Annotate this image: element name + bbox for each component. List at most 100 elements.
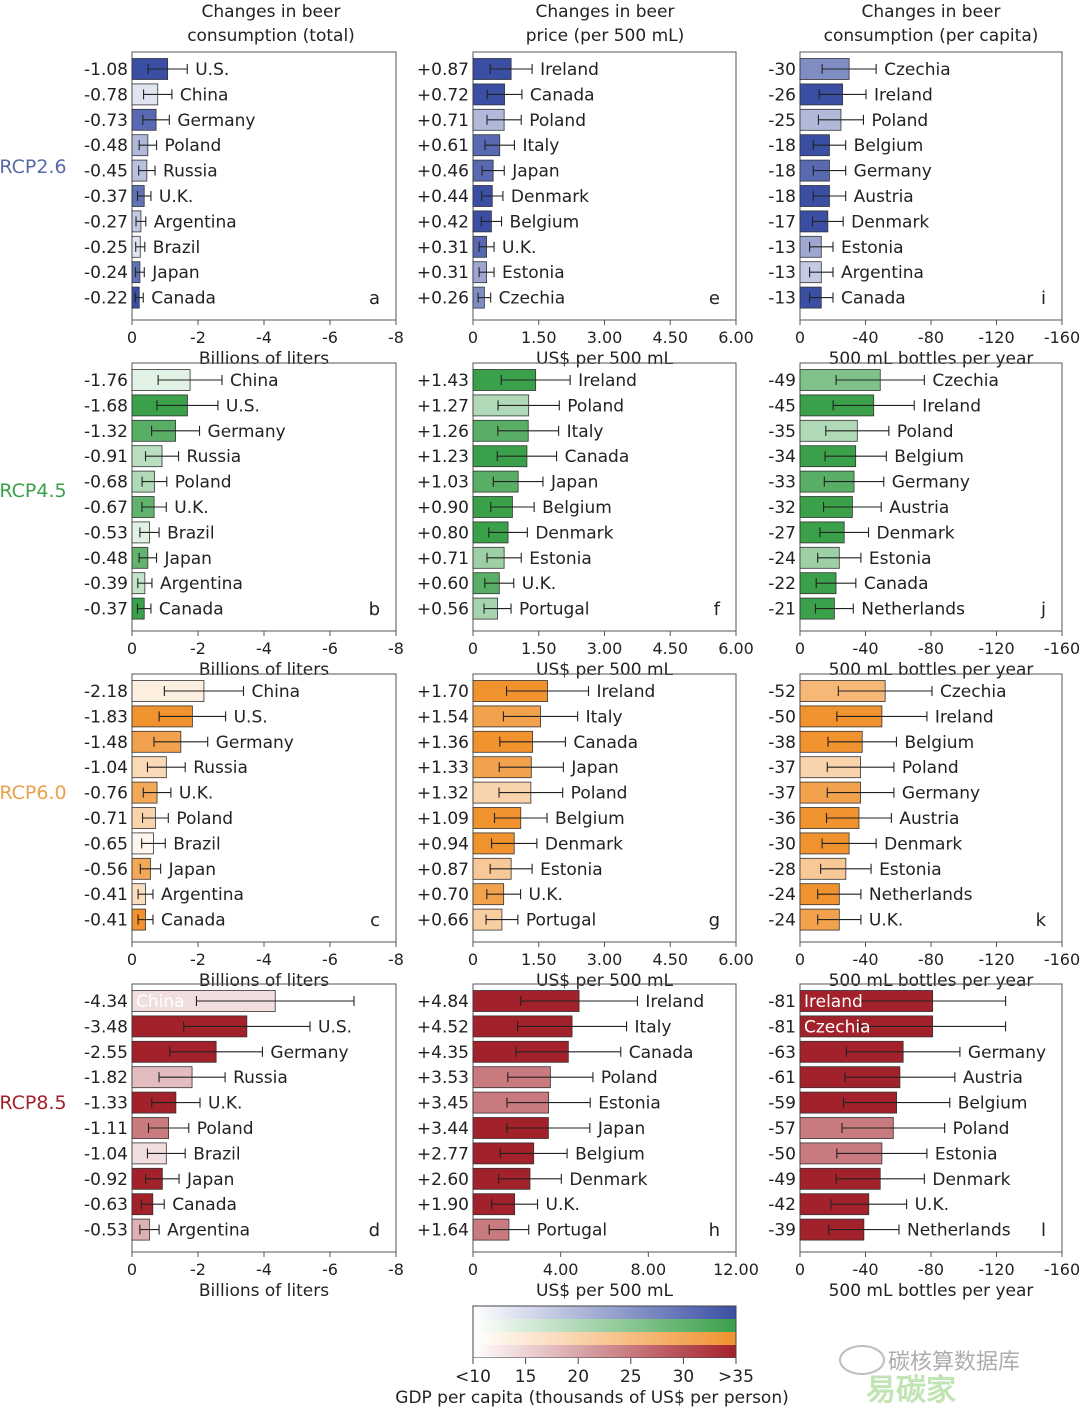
category-label: Germany: [892, 473, 970, 493]
value-label: -0.37: [84, 187, 128, 207]
value-label: +1.33: [417, 758, 469, 778]
category-label: Estonia: [540, 860, 603, 880]
x-tick-label: -120: [978, 328, 1014, 347]
category-label: Austria: [854, 187, 914, 207]
category-label: U.K.: [502, 238, 536, 258]
category-label: U.K.: [179, 784, 213, 804]
value-label: -0.37: [84, 600, 128, 620]
category-label: Japan: [164, 549, 212, 569]
value-label: -0.67: [84, 498, 128, 518]
x-axis-label: US$ per 500 mL: [536, 660, 674, 680]
value-label: -18: [768, 136, 796, 156]
category-label: Poland: [175, 473, 232, 493]
category-label: U.S.: [195, 60, 229, 80]
value-label: -2.18: [84, 682, 128, 702]
panel-letter: b: [369, 599, 380, 620]
value-label: -49: [768, 371, 796, 391]
value-label: -17: [768, 212, 796, 232]
category-label: Japan: [597, 1119, 645, 1139]
x-tick-label: -4: [256, 950, 272, 969]
category-label: U.S.: [226, 396, 260, 416]
value-label: +1.23: [417, 447, 469, 467]
value-label: +1.90: [417, 1195, 469, 1215]
category-label: U.K.: [208, 1094, 242, 1114]
value-label: -1.68: [84, 396, 128, 416]
value-label: +0.90: [417, 498, 469, 518]
value-label: +0.61: [417, 136, 469, 156]
category-label: Belgium: [854, 136, 924, 156]
value-label: +0.87: [417, 60, 469, 80]
panel-letter: e: [709, 288, 720, 309]
x-axis-label: 500 mL bottles per year: [829, 660, 1034, 680]
category-label: Germany: [177, 111, 255, 131]
scenario-row-labels: RCP2.6 RCP4.5 RCP6.0 RCP8.5: [0, 156, 67, 1114]
value-label: -13: [768, 289, 796, 309]
value-label: +0.87: [417, 860, 469, 880]
category-label: Ireland: [874, 85, 933, 105]
value-label: -0.45: [84, 162, 128, 182]
value-label: -42: [768, 1195, 796, 1215]
category-label: Netherlands: [907, 1221, 1011, 1241]
x-tick-label: 0: [468, 639, 478, 658]
category-label: Belgium: [904, 733, 974, 753]
category-label: Germany: [968, 1043, 1046, 1063]
chart-panel-l: -81 Ireland -81 Czechia -63 Germany -61 Austria…: [768, 983, 1080, 1301]
x-tick-label: -40: [852, 950, 878, 969]
watermark-text-2: 易碳家: [866, 1373, 956, 1408]
chart-panel-a: -1.08 U.S. -0.78 China -0.73 Germany -0.48 Pola…: [84, 51, 404, 369]
x-tick-label: 0: [127, 950, 137, 969]
category-label: Ireland: [935, 707, 994, 727]
category-label: Denmark: [851, 212, 929, 232]
value-label: -28: [768, 860, 796, 880]
category-label: Russia: [187, 447, 242, 467]
category-label: Brazil: [173, 834, 220, 854]
category-label: Germany: [270, 1043, 348, 1063]
column-header-line: Changes in beer: [862, 2, 1001, 22]
category-label: Belgium: [542, 498, 612, 518]
value-label: -35: [768, 422, 796, 442]
x-axis-label: Billions of liters: [199, 971, 329, 991]
chart-panel-k: -52 Czechia -50 Ireland -38 Belgium -37 Poland -…: [768, 673, 1080, 991]
category-label: Brazil: [193, 1144, 240, 1164]
category-label: Netherlands: [869, 885, 973, 905]
value-label: -0.25: [84, 238, 128, 258]
legend-stripe: [473, 1345, 736, 1358]
value-label: +1.54: [417, 707, 469, 727]
value-label: +0.72: [417, 85, 469, 105]
x-tick-label: -80: [918, 328, 944, 347]
category-label: Italy: [635, 1017, 672, 1037]
value-label: -22: [768, 574, 796, 594]
value-label: -1.04: [84, 758, 128, 778]
x-tick-label: -6: [322, 950, 338, 969]
x-axis-label: 500 mL bottles per year: [829, 971, 1034, 991]
x-tick-label: -160: [1044, 1260, 1080, 1279]
category-label: Ireland: [597, 682, 656, 702]
legend-bottom: [473, 1358, 736, 1362]
category-label: U.K.: [529, 885, 563, 905]
x-axis-label: 500 mL bottles per year: [829, 1281, 1034, 1301]
category-label: Canada: [151, 289, 216, 309]
category-label: Poland: [953, 1119, 1010, 1139]
category-label: Argentina: [161, 885, 244, 905]
legend-tick-label: 20: [567, 1367, 589, 1387]
category-label: Japan: [168, 860, 216, 880]
category-label: Netherlands: [861, 600, 965, 620]
category-label: Belgium: [958, 1094, 1028, 1114]
panel-letter: d: [369, 1220, 380, 1241]
scenario-label: RCP2.6: [0, 156, 67, 178]
legend-tick-label: 25: [620, 1367, 642, 1387]
x-tick-label: -2: [190, 328, 206, 347]
x-axis-label: US$ per 500 mL: [536, 971, 674, 991]
value-label: -0.48: [84, 136, 128, 156]
category-label: Canada: [530, 85, 595, 105]
category-label: Ireland: [645, 992, 704, 1012]
category-label: Germany: [854, 162, 932, 182]
legend-stripe: [473, 1319, 736, 1332]
value-label: -1.33: [84, 1094, 128, 1114]
value-label: -63: [768, 1043, 796, 1063]
category-label: Italy: [586, 707, 623, 727]
value-label: -0.91: [84, 447, 128, 467]
value-label: +0.66: [417, 911, 469, 931]
x-axis-label: US$ per 500 mL: [536, 1281, 674, 1301]
value-label: +0.44: [417, 187, 469, 207]
